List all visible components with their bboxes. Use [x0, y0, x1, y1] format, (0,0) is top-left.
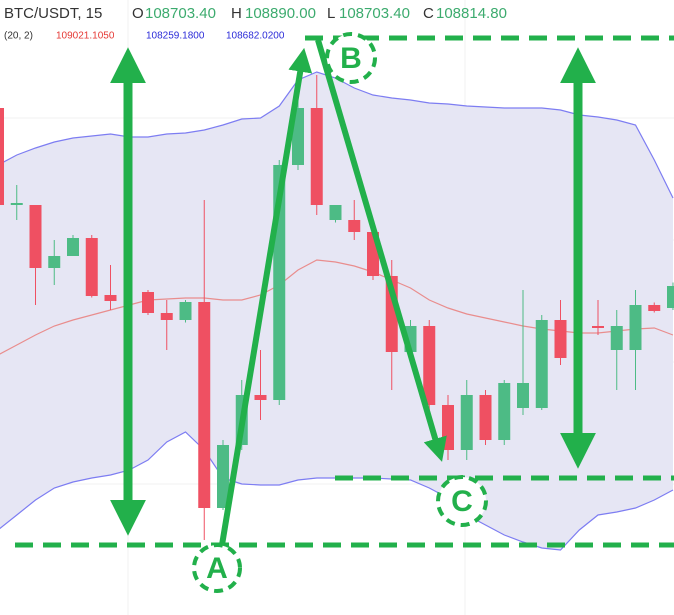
ohlc-label: H	[231, 5, 242, 22]
ohlc-label: O	[132, 5, 144, 22]
point-circle	[325, 32, 377, 84]
candle-body	[442, 405, 454, 450]
candle-body	[667, 286, 674, 308]
candle-body	[610, 326, 623, 350]
annotations: A B C	[15, 32, 674, 593]
candle-body	[629, 305, 642, 350]
candle-body	[460, 395, 473, 450]
indicator-value: 108259.1800	[146, 31, 205, 42]
candle-body	[217, 445, 229, 508]
candle-body	[0, 108, 4, 205]
candle-body	[198, 302, 211, 508]
candle-body	[479, 395, 492, 440]
ohlc-label: C	[423, 5, 434, 22]
legend-header: BTC/USDT, 15 O 108703.40 H 108890.00 L 1…	[4, 5, 507, 42]
candle-body	[498, 383, 511, 440]
candle-body	[254, 395, 267, 400]
point-label: A	[206, 552, 228, 585]
ohlc-label: L	[327, 5, 335, 22]
candle-body	[29, 205, 42, 268]
symbol: BTC/USDT, 15	[4, 5, 102, 22]
candle-body	[554, 320, 567, 358]
candle-body	[142, 292, 154, 313]
candle-body	[48, 256, 61, 268]
indicator-value: 108682.0200	[226, 31, 285, 42]
candle-body	[292, 108, 304, 165]
candle-body	[648, 305, 661, 311]
indicator-value: 109021.1050	[56, 31, 115, 42]
candle-body	[104, 295, 117, 301]
point-circle	[192, 543, 242, 593]
candle-body	[160, 313, 173, 320]
candle-body	[329, 205, 342, 220]
point-label: B	[340, 42, 362, 75]
ohlc-value: 108814.80	[436, 5, 507, 22]
candle-body	[348, 220, 361, 232]
point-circle	[436, 475, 488, 527]
move-arrow	[315, 39, 447, 462]
candle-body	[517, 383, 529, 408]
move-arrow	[219, 47, 313, 546]
candle-body	[179, 302, 192, 320]
ohlc-value: 108703.40	[145, 5, 216, 22]
candle-body	[535, 320, 548, 408]
ohlc-value: 108890.00	[245, 5, 316, 22]
ohlc-value: 108703.40	[339, 5, 410, 22]
plot-area	[0, 60, 674, 551]
candle-body	[10, 203, 23, 205]
candle-body	[423, 326, 436, 405]
candle-body	[85, 238, 98, 296]
candle-body	[310, 108, 323, 205]
indicator-params: (20, 2)	[4, 31, 33, 42]
candle-body	[592, 326, 604, 328]
point-label: C	[451, 485, 473, 518]
candle-body	[67, 238, 79, 256]
